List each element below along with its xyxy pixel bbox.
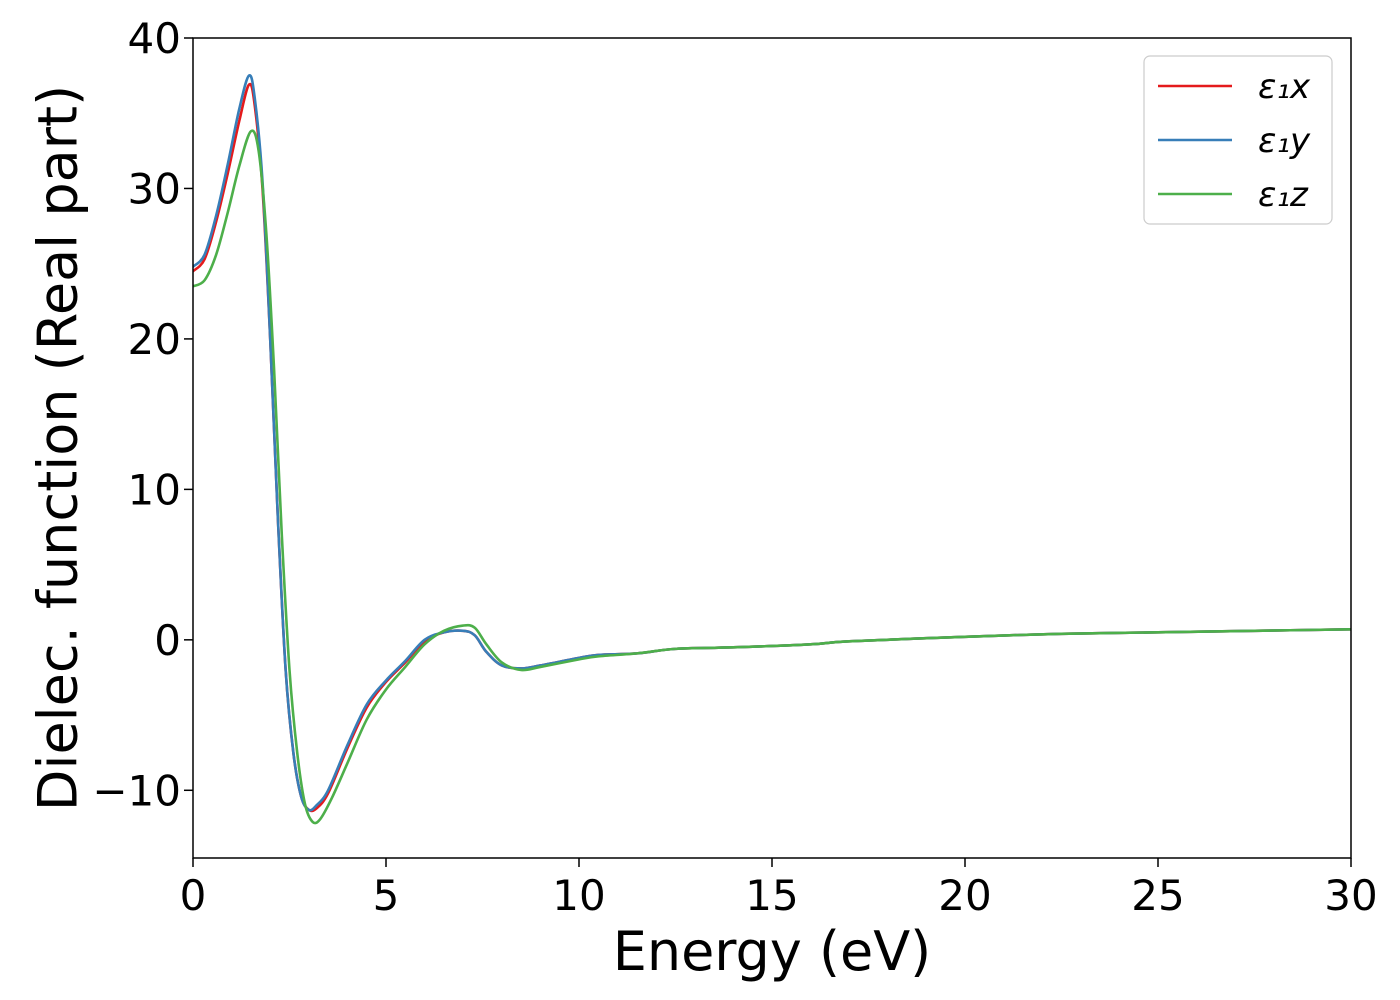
legend: ε₁x ε₁y ε₁z bbox=[1143, 55, 1333, 225]
x-tick-label: 10 bbox=[552, 871, 605, 920]
y-axis-label: Dielec. function (Real part) bbox=[27, 85, 90, 811]
x-tick-label: 15 bbox=[745, 871, 798, 920]
series-layer bbox=[193, 74, 1351, 825]
y-tick-label: −10 bbox=[92, 766, 181, 815]
legend-entry-2: ε₁y bbox=[1258, 121, 1311, 161]
tick-layer: 0 5 10 15 20 25 30 −10 0 10 20 30 40 bbox=[92, 14, 1377, 920]
x-tick-label: 25 bbox=[1131, 871, 1184, 920]
y-tick-label: 10 bbox=[128, 465, 181, 514]
y-tick-label: 20 bbox=[128, 315, 181, 364]
x-tick-label: 0 bbox=[180, 871, 207, 920]
y-tick-label: 0 bbox=[154, 616, 181, 665]
x-axis-label: Energy (eV) bbox=[613, 920, 932, 983]
x-tick-label: 20 bbox=[938, 871, 991, 920]
y-tick-label: 30 bbox=[128, 164, 181, 213]
series-line-3 bbox=[193, 129, 1351, 825]
y-tick-label: 40 bbox=[128, 14, 181, 63]
legend-entry-1: ε₁x bbox=[1258, 67, 1311, 107]
legend-entry-3: ε₁z bbox=[1258, 175, 1309, 215]
x-tick-label: 5 bbox=[373, 871, 400, 920]
legend-box bbox=[1143, 55, 1333, 225]
x-tick-label: 30 bbox=[1324, 871, 1377, 920]
